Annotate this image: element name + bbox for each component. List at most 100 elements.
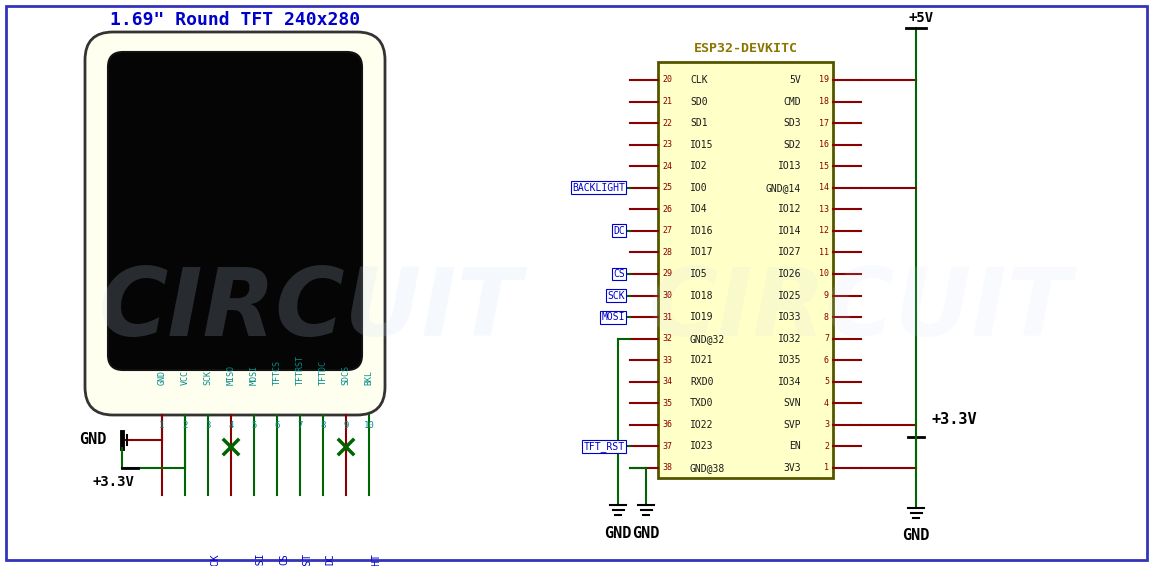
Text: 7: 7	[297, 421, 303, 430]
Text: GND: GND	[158, 370, 166, 385]
Text: IO4: IO4	[689, 204, 708, 215]
Text: 36: 36	[662, 421, 672, 430]
Text: SVP: SVP	[783, 420, 801, 430]
Text: 6: 6	[824, 355, 829, 365]
Text: 4: 4	[228, 421, 234, 430]
Text: IO35: IO35	[777, 355, 801, 365]
Text: 8: 8	[321, 421, 325, 430]
Text: 3V3: 3V3	[783, 463, 801, 473]
Text: 38: 38	[662, 464, 672, 473]
Text: 23: 23	[662, 140, 672, 149]
Text: IO21: IO21	[689, 355, 714, 365]
Text: IO23: IO23	[689, 441, 714, 452]
Text: 11: 11	[819, 248, 829, 257]
Text: 24: 24	[662, 162, 672, 171]
Text: 31: 31	[662, 312, 672, 321]
Text: GND@38: GND@38	[689, 463, 725, 473]
Text: GND: GND	[903, 529, 929, 543]
Text: 5: 5	[824, 378, 829, 386]
Text: SD2: SD2	[783, 140, 801, 149]
Bar	[658, 62, 832, 478]
Text: IO27: IO27	[777, 247, 801, 258]
Text: GND: GND	[632, 525, 660, 541]
Text: 33: 33	[662, 355, 672, 365]
Text: IO33: IO33	[777, 312, 801, 322]
Text: 13: 13	[819, 205, 829, 214]
Text: TFTCS: TFTCS	[272, 360, 281, 385]
Text: 8: 8	[824, 312, 829, 321]
Text: 26: 26	[662, 205, 672, 214]
Text: TFTDC: TFTDC	[318, 360, 327, 385]
Text: 16: 16	[819, 140, 829, 149]
Text: CMD: CMD	[783, 97, 801, 106]
Text: SDCS: SDCS	[341, 365, 351, 385]
Text: RXD0: RXD0	[689, 377, 714, 387]
Text: IO17: IO17	[689, 247, 714, 258]
Text: IO18: IO18	[689, 290, 714, 301]
Text: 7: 7	[824, 334, 829, 343]
Text: 2: 2	[824, 442, 829, 451]
Text: 12: 12	[819, 226, 829, 235]
Text: SVN: SVN	[783, 398, 801, 408]
Text: IO12: IO12	[777, 204, 801, 215]
FancyBboxPatch shape	[108, 52, 362, 370]
Text: VCC: VCC	[181, 370, 189, 385]
Text: 9: 9	[824, 291, 829, 300]
Text: GND@14: GND@14	[766, 183, 801, 193]
Text: 6: 6	[274, 421, 280, 430]
Text: IO26: IO26	[777, 269, 801, 279]
Text: IO15: IO15	[689, 140, 714, 149]
Text: 17: 17	[819, 119, 829, 127]
Text: BACKLIGHT: BACKLIGHT	[572, 183, 625, 193]
Text: CS: CS	[279, 553, 289, 565]
Text: MOSI: MOSI	[249, 365, 258, 385]
Text: BACKLIGHT: BACKLIGHT	[371, 553, 380, 566]
Text: IO25: IO25	[777, 290, 801, 301]
Text: SCK: SCK	[210, 553, 220, 566]
Text: SCK: SCK	[608, 290, 625, 301]
Text: 25: 25	[662, 183, 672, 192]
Text: ESP32-DEVKITC: ESP32-DEVKITC	[693, 42, 798, 55]
Text: 35: 35	[662, 399, 672, 408]
Text: IO32: IO32	[777, 334, 801, 344]
Text: 5V: 5V	[790, 75, 801, 85]
Text: IO16: IO16	[689, 226, 714, 236]
Text: TFT_RST: TFT_RST	[583, 441, 625, 452]
Text: IO34: IO34	[777, 377, 801, 387]
Text: IO14: IO14	[777, 226, 801, 236]
Text: 4: 4	[824, 399, 829, 408]
Text: MOSI: MOSI	[256, 553, 266, 566]
Text: 9: 9	[344, 421, 348, 430]
Text: IO22: IO22	[689, 420, 714, 430]
Text: CIRCUIT: CIRCUIT	[648, 264, 1071, 356]
Text: +3.3V: +3.3V	[92, 475, 134, 489]
Text: 29: 29	[662, 269, 672, 278]
Text: DC: DC	[613, 226, 625, 236]
Text: 15: 15	[819, 162, 829, 171]
Text: SD0: SD0	[689, 97, 708, 106]
Text: 10: 10	[363, 421, 375, 430]
Text: CLK: CLK	[689, 75, 708, 85]
Text: 21: 21	[662, 97, 672, 106]
Text: SCK: SCK	[203, 370, 212, 385]
Text: TFT_RST: TFT_RST	[302, 553, 312, 566]
FancyBboxPatch shape	[85, 32, 385, 415]
Text: IO2: IO2	[689, 161, 708, 171]
Text: SD1: SD1	[689, 118, 708, 128]
Text: 28: 28	[662, 248, 672, 257]
Text: TXD0: TXD0	[689, 398, 714, 408]
Text: MISO: MISO	[226, 365, 235, 385]
Text: +5V: +5V	[909, 11, 934, 25]
Text: IO13: IO13	[777, 161, 801, 171]
Text: 3: 3	[205, 421, 211, 430]
Text: 20: 20	[662, 75, 672, 84]
Text: +3.3V: +3.3V	[932, 413, 977, 427]
Text: GND: GND	[604, 525, 632, 541]
Text: IO0: IO0	[689, 183, 708, 193]
Text: 1: 1	[824, 464, 829, 473]
Text: 19: 19	[819, 75, 829, 84]
Text: SD3: SD3	[783, 118, 801, 128]
Text: MOSI: MOSI	[602, 312, 625, 322]
Text: 5: 5	[251, 421, 257, 430]
Text: GND: GND	[80, 432, 107, 448]
